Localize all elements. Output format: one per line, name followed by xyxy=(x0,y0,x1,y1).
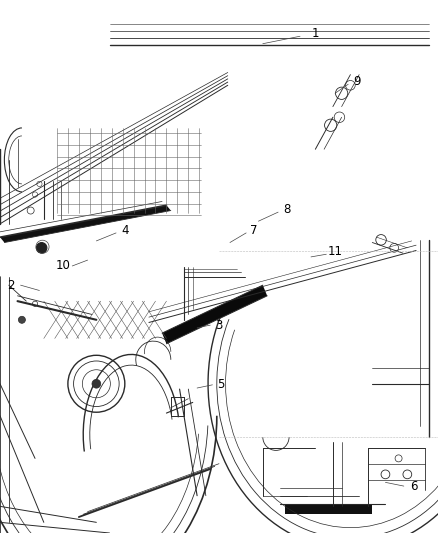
Text: 5: 5 xyxy=(218,378,225,391)
Circle shape xyxy=(92,379,101,388)
Text: 9: 9 xyxy=(353,75,361,87)
Text: 6: 6 xyxy=(410,480,418,492)
Polygon shape xyxy=(162,285,267,344)
Text: 10: 10 xyxy=(56,259,71,272)
Circle shape xyxy=(36,243,47,253)
Text: 11: 11 xyxy=(328,245,343,258)
Text: 7: 7 xyxy=(250,224,258,237)
Text: 1: 1 xyxy=(311,27,319,39)
Text: 3: 3 xyxy=(215,319,223,332)
Text: 4: 4 xyxy=(121,224,129,237)
Circle shape xyxy=(18,316,25,324)
Text: 8: 8 xyxy=(283,203,290,216)
Polygon shape xyxy=(285,504,372,514)
Polygon shape xyxy=(0,205,171,243)
Text: 2: 2 xyxy=(7,279,15,292)
